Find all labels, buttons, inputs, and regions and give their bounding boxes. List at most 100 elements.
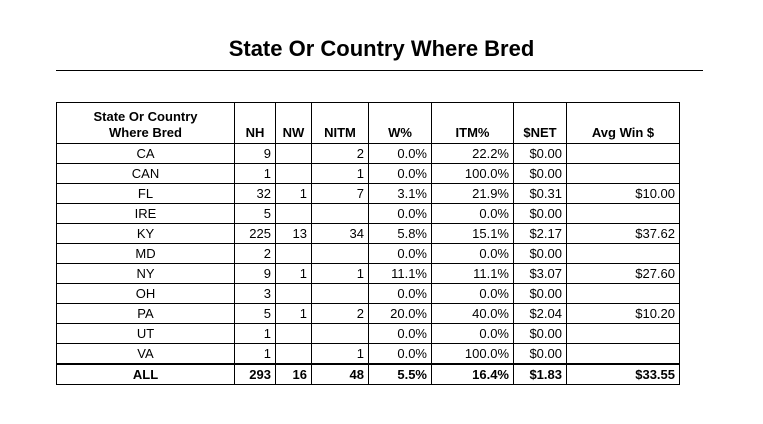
cell-wpct: 0.0% xyxy=(368,343,432,365)
cell-snet: $0.00 xyxy=(513,163,567,184)
table-row: IRE 5 0.0% 0.0% $0.00 xyxy=(56,203,680,224)
cell-itmpct: 100.0% xyxy=(431,163,514,184)
cell-avgwin xyxy=(566,163,680,184)
cell-itmpct: 16.4% xyxy=(431,363,514,385)
cell-itmpct: 40.0% xyxy=(431,303,514,324)
cell-nw xyxy=(275,343,312,365)
table-row: MD 2 0.0% 0.0% $0.00 xyxy=(56,243,680,264)
cell-state: FL xyxy=(56,183,235,204)
table-row: OH 3 0.0% 0.0% $0.00 xyxy=(56,283,680,304)
table-row: UT 1 0.0% 0.0% $0.00 xyxy=(56,323,680,344)
cell-nw: 13 xyxy=(275,223,312,244)
cell-nw xyxy=(275,163,312,184)
cell-nitm: 2 xyxy=(311,303,369,324)
cell-nh: 1 xyxy=(234,163,276,184)
cell-state: IRE xyxy=(56,203,235,224)
cell-snet: $0.00 xyxy=(513,343,567,365)
header-nw: NW xyxy=(275,102,312,144)
cell-avgwin xyxy=(566,283,680,304)
cell-wpct: 0.0% xyxy=(368,163,432,184)
header-state-line1: State Or Country xyxy=(93,109,198,124)
cell-itmpct: 15.1% xyxy=(431,223,514,244)
cell-nh: 2 xyxy=(234,243,276,264)
cell-nh: 5 xyxy=(234,303,276,324)
cell-nitm xyxy=(311,283,369,304)
table-row: NY 9 1 1 11.1% 11.1% $3.07 $27.60 xyxy=(56,263,680,284)
cell-nitm: 34 xyxy=(311,223,369,244)
header-nh: NH xyxy=(234,102,276,144)
cell-wpct: 0.0% xyxy=(368,143,432,164)
table-row: CA 9 2 0.0% 22.2% $0.00 xyxy=(56,143,680,164)
cell-avgwin: $27.60 xyxy=(566,263,680,284)
cell-snet: $1.83 xyxy=(513,363,567,385)
cell-avgwin xyxy=(566,343,680,365)
cell-itmpct: 0.0% xyxy=(431,283,514,304)
cell-nw: 1 xyxy=(275,263,312,284)
cell-nw xyxy=(275,143,312,164)
cell-itmpct: 100.0% xyxy=(431,343,514,365)
cell-avgwin xyxy=(566,323,680,344)
cell-avgwin: $33.55 xyxy=(566,363,680,385)
header-state: State Or Country Where Bred xyxy=(56,102,235,144)
cell-nw: 1 xyxy=(275,183,312,204)
cell-snet: $0.00 xyxy=(513,243,567,264)
cell-state: VA xyxy=(56,343,235,365)
cell-wpct: 0.0% xyxy=(368,203,432,224)
cell-wpct: 11.1% xyxy=(368,263,432,284)
cell-wpct: 5.5% xyxy=(368,363,432,385)
cell-wpct: 5.8% xyxy=(368,223,432,244)
cell-state: CA xyxy=(56,143,235,164)
cell-state: MD xyxy=(56,243,235,264)
cell-wpct: 0.0% xyxy=(368,283,432,304)
cell-wpct: 20.0% xyxy=(368,303,432,324)
cell-wpct: 3.1% xyxy=(368,183,432,204)
table-row: VA 1 1 0.0% 100.0% $0.00 xyxy=(56,343,680,365)
cell-nitm: 48 xyxy=(311,363,369,385)
cell-itmpct: 22.2% xyxy=(431,143,514,164)
header-state-line2: Where Bred xyxy=(109,125,182,140)
cell-nitm: 2 xyxy=(311,143,369,164)
header-avgwin: Avg Win $ xyxy=(566,102,680,144)
cell-snet: $0.00 xyxy=(513,143,567,164)
cell-nh: 5 xyxy=(234,203,276,224)
bred-stats-table: State Or Country Where Bred NH NW NITM W… xyxy=(56,102,680,385)
cell-nh: 9 xyxy=(234,263,276,284)
cell-avgwin xyxy=(566,203,680,224)
cell-nh: 32 xyxy=(234,183,276,204)
header-nitm: NITM xyxy=(311,102,369,144)
cell-nitm: 1 xyxy=(311,163,369,184)
cell-state: CAN xyxy=(56,163,235,184)
cell-nh: 3 xyxy=(234,283,276,304)
cell-avgwin: $37.62 xyxy=(566,223,680,244)
table-row: KY 225 13 34 5.8% 15.1% $2.17 $37.62 xyxy=(56,223,680,244)
cell-nh: 1 xyxy=(234,343,276,365)
cell-avgwin: $10.00 xyxy=(566,183,680,204)
cell-itmpct: 21.9% xyxy=(431,183,514,204)
cell-nw: 1 xyxy=(275,303,312,324)
cell-state: ALL xyxy=(56,363,235,385)
cell-avgwin xyxy=(566,143,680,164)
header-itmpct: ITM% xyxy=(431,102,514,144)
cell-itmpct: 0.0% xyxy=(431,323,514,344)
cell-itmpct: 11.1% xyxy=(431,263,514,284)
table-row: FL 32 1 7 3.1% 21.9% $0.31 $10.00 xyxy=(56,183,680,204)
cell-avgwin xyxy=(566,243,680,264)
cell-nh: 225 xyxy=(234,223,276,244)
cell-snet: $2.17 xyxy=(513,223,567,244)
cell-nitm xyxy=(311,243,369,264)
cell-nh: 293 xyxy=(234,363,276,385)
page-title: State Or Country Where Bred xyxy=(228,36,535,61)
cell-snet: $0.00 xyxy=(513,203,567,224)
cell-nw xyxy=(275,323,312,344)
cell-snet: $2.04 xyxy=(513,303,567,324)
cell-nh: 1 xyxy=(234,323,276,344)
cell-nw: 16 xyxy=(275,363,312,385)
total-row: ALL 293 16 48 5.5% 16.4% $1.83 $33.55 xyxy=(56,363,680,385)
cell-state: OH xyxy=(56,283,235,304)
cell-nh: 9 xyxy=(234,143,276,164)
cell-nitm: 1 xyxy=(311,263,369,284)
cell-nw xyxy=(275,203,312,224)
cell-nw xyxy=(275,243,312,264)
header-row: State Or Country Where Bred NH NW NITM W… xyxy=(56,102,680,144)
cell-snet: $0.00 xyxy=(513,283,567,304)
